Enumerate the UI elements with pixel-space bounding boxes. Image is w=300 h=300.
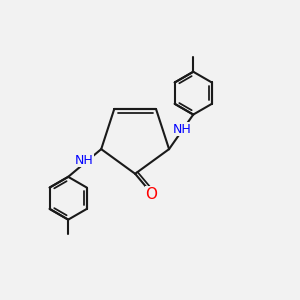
Text: NH: NH xyxy=(173,123,192,136)
Text: NH: NH xyxy=(74,154,93,166)
Text: O: O xyxy=(146,187,158,202)
